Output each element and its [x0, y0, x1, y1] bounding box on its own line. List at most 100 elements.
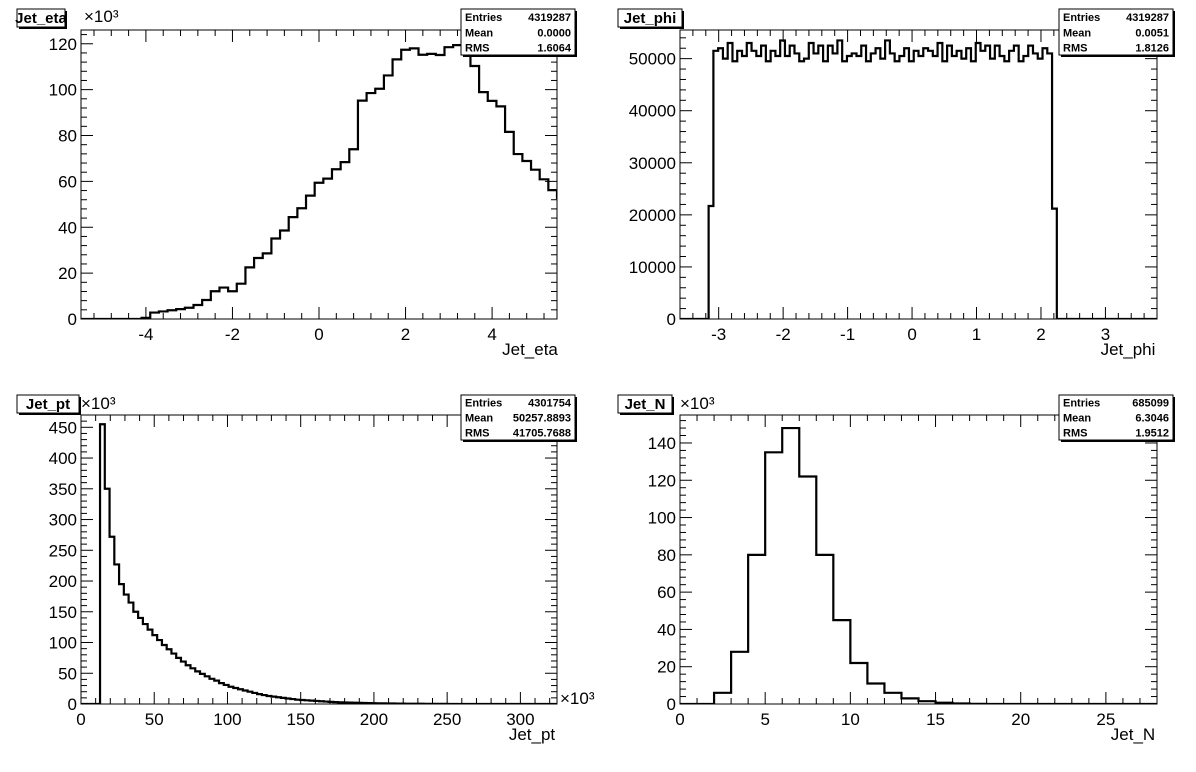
y-tick-label: 0	[68, 695, 77, 714]
stats-value-mean: 0.0000	[537, 27, 571, 39]
y-tick-label: 120	[648, 471, 676, 490]
stats-label-entries: Entries	[465, 12, 502, 24]
x-tick-label: 0	[907, 325, 916, 344]
x-axis-title: Jet_phi	[1101, 340, 1156, 359]
x-tick-label: 200	[360, 710, 388, 729]
title-box	[617, 8, 683, 28]
histogram-title: Jet_N	[625, 396, 666, 413]
y-tick-label: 50000	[629, 50, 676, 69]
histogram-panel-jet-phi: -3 -2 -1 0 1 2 3 0 10000 20000 30000 40000 50000 Jet_…	[617, 8, 1175, 359]
x-tick-label: 2	[1036, 325, 1045, 344]
stats-value-mean: 0.0051	[1135, 27, 1169, 39]
x-axis-title: Jet_pt	[509, 725, 556, 744]
histogram-panel-jet-eta: -4 -2 0 2 4020406080100120Jet_eta×10³Jet_eta…	[15, 7, 577, 359]
stats-label-mean: Mean	[465, 413, 493, 425]
stats-value-rms: 41705.7688	[513, 428, 571, 440]
plot-frame	[80, 29, 558, 320]
y-tick-label: 100	[648, 509, 676, 528]
y-tick-label: 250	[49, 541, 77, 560]
y-tick-label: 10000	[629, 258, 676, 277]
plot-frame	[679, 29, 1158, 320]
stats-value-rms: 1.9512	[1135, 428, 1169, 440]
histogram-line	[680, 39, 1157, 319]
y-multiplier-label: ×10³	[680, 394, 715, 413]
y-tick-label: 100	[49, 81, 77, 100]
x-tick-label: 20	[1011, 710, 1030, 729]
x-tick-label: 0	[314, 325, 323, 344]
histogram-title: Jet_pt	[26, 396, 70, 413]
y-tick-label: 20000	[629, 206, 676, 225]
x-tick-label: 100	[213, 710, 241, 729]
y-tick-label: 200	[49, 572, 77, 591]
x-tick-label: 5	[760, 710, 769, 729]
title-box	[617, 394, 673, 414]
stats-value-entries: 685099	[1132, 398, 1169, 410]
y-tick-label: 0	[667, 310, 676, 329]
y-tick-label: 80	[58, 127, 77, 146]
x-tick-label: 150	[287, 710, 315, 729]
stats-label-rms: RMS	[1063, 428, 1087, 440]
histogram-title: Jet_phi	[624, 10, 677, 27]
y-tick-label: 20	[657, 658, 676, 677]
y-tick-label: 300	[49, 511, 77, 530]
y-tick-label: 80	[657, 546, 676, 565]
x-tick-label: 4	[487, 325, 496, 344]
y-tick-label: 350	[49, 480, 77, 499]
stats-label-mean: Mean	[1063, 27, 1091, 39]
x-axis-title: Jet_eta	[502, 340, 558, 359]
x-tick-label: 0	[76, 710, 85, 729]
y-tick-label: 400	[49, 449, 77, 468]
stats-label-rms: RMS	[465, 43, 489, 55]
x-tick-label: -4	[138, 325, 153, 344]
histogram-panel-jet-pt: 0 50 100 150 200 250 300 0 50 100 150 200 250 300 350 4…	[16, 394, 595, 744]
stats-label-entries: Entries	[1063, 12, 1100, 24]
y-multiplier-label: ×10³	[81, 394, 116, 413]
y-tick-label: 450	[49, 418, 77, 437]
y-multiplier-label: ×10³	[84, 7, 119, 26]
y-tick-label: 100	[49, 634, 77, 653]
y-tick-label: 120	[49, 35, 77, 54]
title-box	[16, 394, 80, 414]
stats-value-mean: 6.3046	[1135, 413, 1169, 425]
x-axis-title: Jet_N	[1111, 725, 1155, 744]
stats-value-rms: 1.8126	[1135, 43, 1169, 55]
stats-label-mean: Mean	[465, 27, 493, 39]
histogram-line	[680, 426, 1157, 704]
y-tick-label: 60	[657, 583, 676, 602]
stats-box	[1058, 394, 1174, 441]
y-tick-label: 20	[58, 264, 77, 283]
x-tick-label: 0	[675, 710, 684, 729]
y-tick-label: 40	[58, 218, 77, 237]
y-tick-label: 30000	[629, 154, 676, 173]
x-tick-label: -2	[225, 325, 240, 344]
stats-box	[1058, 8, 1174, 56]
histogram-line	[81, 423, 557, 704]
stats-value-entries: 4319287	[1126, 12, 1169, 24]
x-tick-label: 25	[1096, 710, 1115, 729]
histogram-line	[81, 44, 557, 319]
x-tick-label: 3	[1101, 325, 1110, 344]
stats-label-rms: RMS	[465, 428, 489, 440]
stats-label-rms: RMS	[1063, 43, 1087, 55]
y-tick-label: 40	[657, 620, 676, 639]
histogram-panel-jet-n: 0 5 10 15 20 25 0 20 40 60 80 100 120 140 Jet_N ×10³ Jet…	[617, 394, 1175, 744]
stats-label-entries: Entries	[465, 398, 502, 410]
stats-value-entries: 4301754	[528, 398, 572, 410]
x-tick-label: 300	[506, 710, 534, 729]
plot-frame	[80, 414, 558, 705]
stats-value-mean: 50257.8893	[513, 413, 571, 425]
title-box	[16, 8, 66, 28]
x-tick-label: 15	[926, 710, 945, 729]
plot-frame	[679, 414, 1158, 705]
stats-box	[460, 8, 576, 56]
y-tick-label: 0	[68, 310, 77, 329]
y-tick-label: 140	[648, 434, 676, 453]
y-tick-label: 60	[58, 172, 77, 191]
stats-box	[460, 394, 576, 441]
y-tick-label: 40000	[629, 102, 676, 121]
x-tick-label: 2	[401, 325, 410, 344]
stats-value-entries: 4319287	[528, 12, 571, 24]
y-tick-label: 50	[58, 664, 77, 683]
x-tick-label: 50	[145, 710, 164, 729]
